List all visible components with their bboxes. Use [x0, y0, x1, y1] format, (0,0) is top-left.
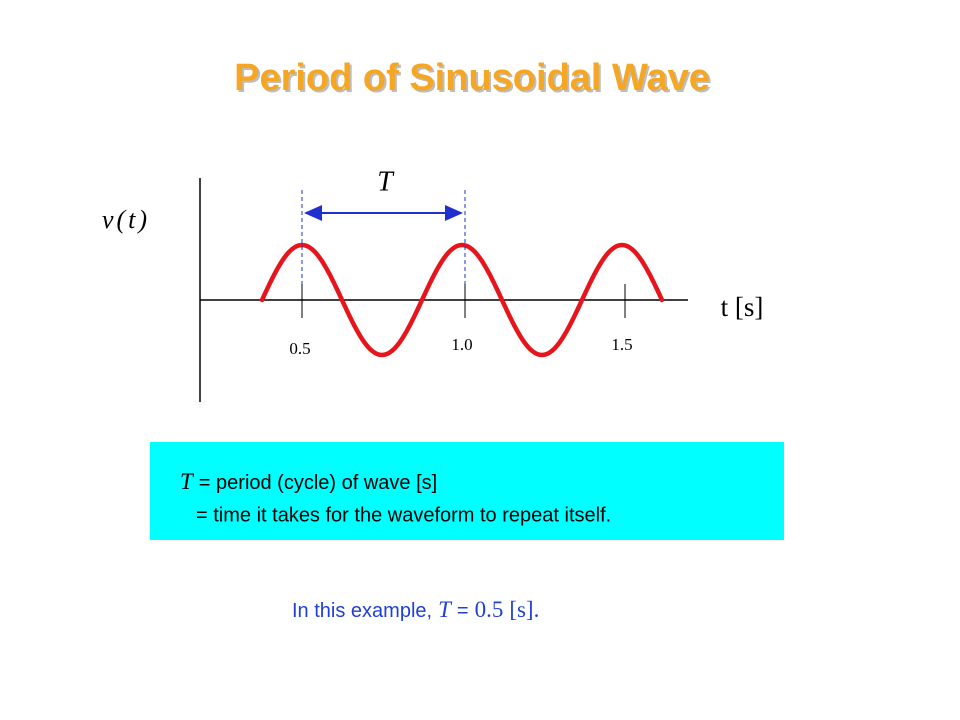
period-label: T — [377, 166, 395, 197]
example-equals: = — [457, 600, 469, 622]
sine-wave — [259, 242, 665, 358]
definition-box — [150, 442, 784, 540]
example-unit: [s]. — [509, 597, 539, 622]
definition-symbol: T — [180, 469, 195, 494]
title: Period of Sinusoidal Wave — [234, 57, 710, 99]
y-axis-label: v(t) — [102, 205, 150, 234]
title-shadow: Period of Sinusoidal Wave — [236, 59, 712, 101]
example-symbol: T — [438, 597, 453, 622]
example-prefix: In this example, — [292, 600, 432, 622]
x-axis-label: t [s] — [721, 292, 764, 322]
definition-line: = time it takes for the waveform to repe… — [196, 504, 611, 526]
tick-label: 0.5 — [289, 339, 310, 358]
tick-label: 1.0 — [451, 335, 472, 354]
tick-label: 1.5 — [611, 335, 632, 354]
definition-line: T = period (cycle) of wave [s] — [180, 469, 437, 494]
definition-text: = period (cycle) of wave [s] — [199, 472, 437, 494]
example-value: 0.5 — [475, 597, 504, 622]
example-text: In this example, T = 0.5 [s]. — [292, 597, 539, 622]
